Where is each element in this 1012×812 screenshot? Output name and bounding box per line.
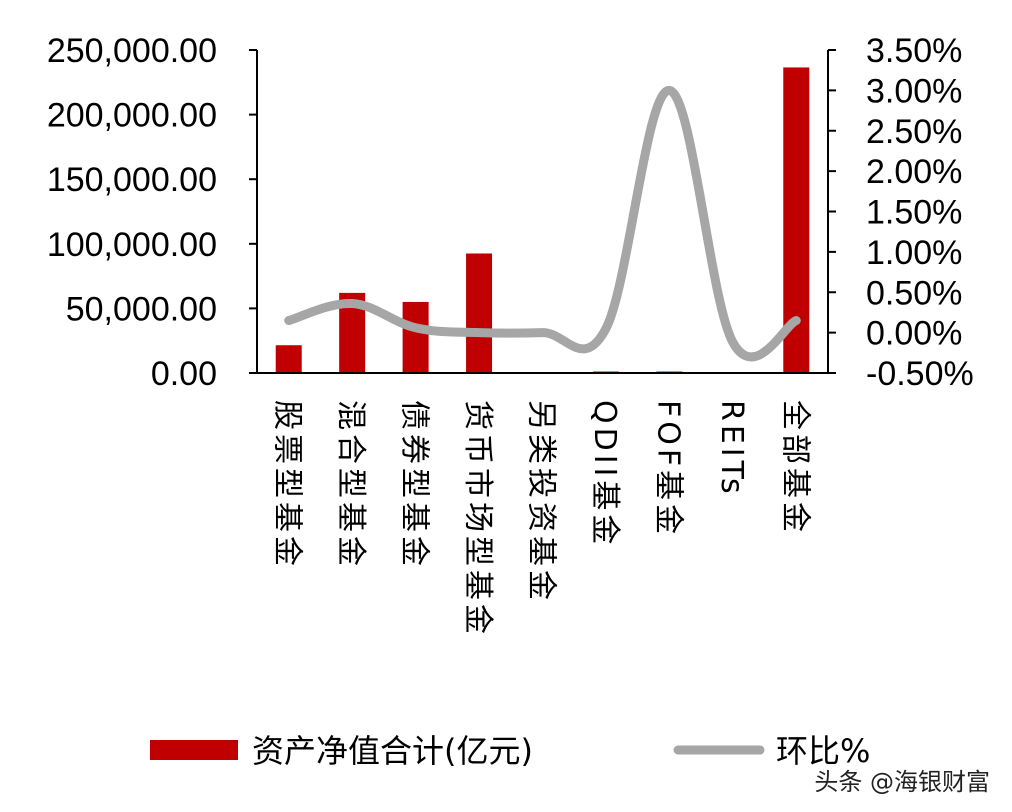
left-tick-label: 200,000.00 <box>47 97 217 135</box>
line-group <box>284 85 801 362</box>
right-tick-label: 1.50% <box>866 194 962 232</box>
right-tick-label: 2.00% <box>866 153 962 191</box>
category-label: REITs <box>714 400 749 498</box>
legend-swatch-bar <box>150 740 238 760</box>
left-tick-label: 250,000.00 <box>47 32 217 70</box>
category-label: QDII基金 <box>587 400 622 548</box>
category-label: 混合型基金 <box>333 400 368 570</box>
bar-货币市场型基金 <box>466 253 493 373</box>
right-tick-label: 3.00% <box>866 72 962 110</box>
watermark: 头条 @海银财富 <box>814 768 990 796</box>
category-label: 债券型基金 <box>397 400 432 570</box>
category-label: 股票型基金 <box>270 400 305 570</box>
left-tick-label: 150,000.00 <box>47 161 217 199</box>
legend-label-bar: 资产净值合计(亿元) <box>252 732 533 770</box>
left-tick-label: 0.00 <box>151 355 217 393</box>
right-tick-label: 3.50% <box>866 32 962 70</box>
legend: 资产净值合计(亿元) 环比% <box>150 732 870 770</box>
right-tick-label: -0.50% <box>866 355 974 393</box>
bar-股票型基金 <box>275 345 302 373</box>
category-label: 货币市场型基金 <box>460 400 495 638</box>
legend-label-line: 环比% <box>776 732 870 770</box>
left-tick-label: 50,000.00 <box>66 290 217 328</box>
category-labels: 股票型基金 混合型基金 债券型基金 货币市场型基金 另类投资基金 QDII基金 FOF基金 R… <box>270 400 813 638</box>
right-tick-label: 0.00% <box>866 315 962 353</box>
right-axis-ticks: -0.50%0.00%0.50%1.00%1.50%2.00%2.50%3.00… <box>828 32 974 393</box>
category-label: 另类投资基金 <box>524 400 559 604</box>
left-axis-ticks: 0.00 50,000.00 100,000.00 150,000.00 200,000… <box>47 32 257 393</box>
category-label: FOF基金 <box>650 400 685 538</box>
bar-债券型基金 <box>402 301 429 373</box>
right-tick-label: 0.50% <box>866 274 962 312</box>
series-line-环比 <box>284 85 801 362</box>
right-tick-label: 2.50% <box>866 113 962 151</box>
right-tick-label: 1.00% <box>866 234 962 272</box>
left-tick-label: 100,000.00 <box>47 226 217 264</box>
category-label: 全部基金 <box>777 400 812 536</box>
